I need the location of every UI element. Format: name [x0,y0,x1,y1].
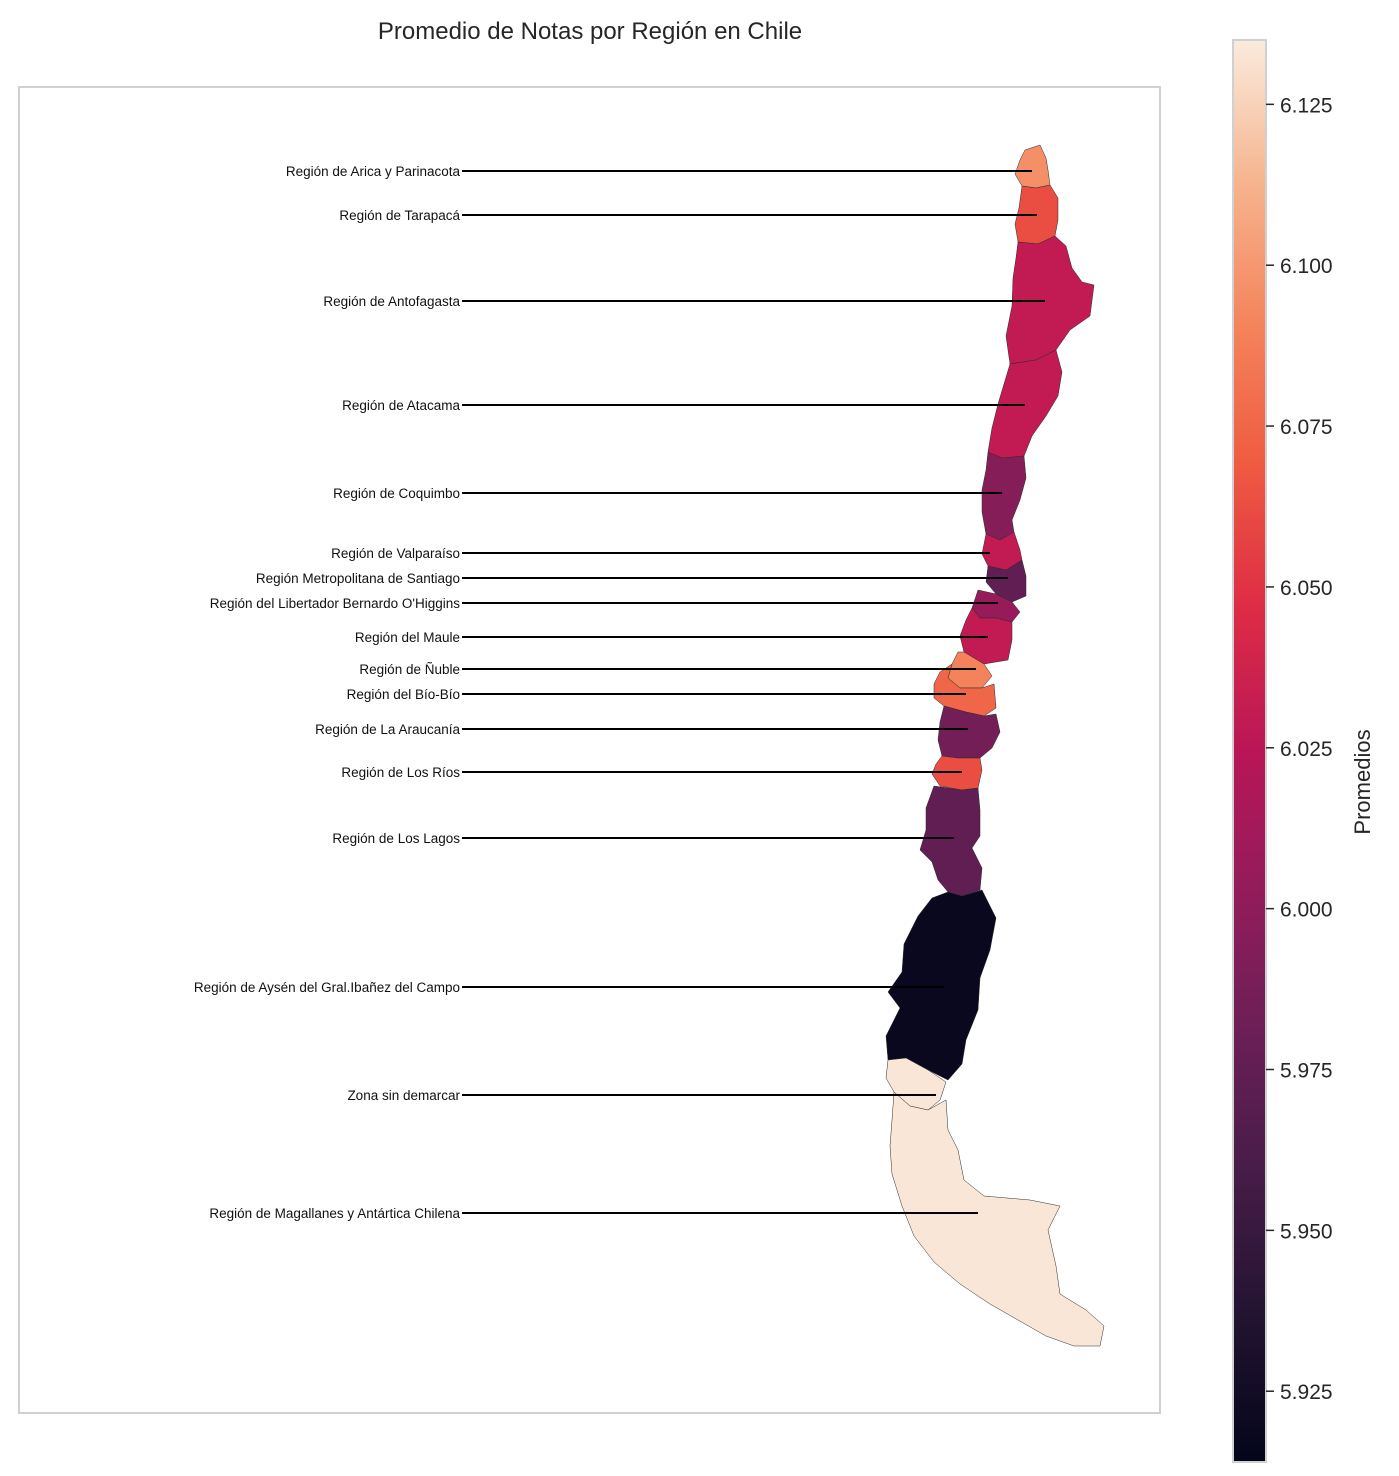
region-label-region-del-libertador-bernardo-o-higgins: Región del Libertador Bernardo O'Higgins [210,596,460,611]
colorbar-tick-label: 6.125 [1280,94,1333,117]
colorbar: 6.125 6.100 6.075 6.050 6.025 6.000 5.975 5.950… [1232,39,1375,1463]
region-label-region-de-aysen-del-gral-ibanez-del-campo: Región de Aysén del Gral.Ibañez del Camp… [194,980,460,995]
colorbar-gradient [1232,39,1267,1463]
region-shape-region-de-coquimbo [981,451,1027,541]
region-label-region-del-bio-bio: Región del Bío-Bío [347,687,460,702]
region-label-region-de-atacama: Región de Atacama [342,398,460,413]
chile-map: Región de Arica y Parinacota Región de Ta… [194,144,1105,1347]
colorbar-tick-label: 5.975 [1280,1060,1333,1083]
colorbar-tick-label: 6.000 [1280,899,1333,922]
colorbar-tick-label: 6.050 [1280,577,1333,600]
region-label-region-de-nuble: Región de Ñuble [359,662,460,677]
colorbar-tick-label: 5.925 [1280,1381,1333,1404]
region-label-region-del-maule: Región del Maule [355,630,460,645]
region-label-region-metropolitana-de-santiago: Región Metropolitana de Santiago [256,571,460,586]
colorbar-label: Promedios [1350,729,1375,834]
region-label-region-de-arica-y-parinacota: Región de Arica y Parinacota [286,164,461,179]
region-shape-region-de-arica-y-parinacota [1014,144,1051,189]
map-frame [18,86,1161,1414]
region-label-region-de-valparaiso: Región de Valparaíso [331,546,460,561]
region-label-region-de-los-rios: Región de Los Ríos [341,765,460,780]
region-label-region-de-antofagasta: Región de Antofagasta [323,294,460,309]
region-shape-region-del-bio-bio [933,663,997,717]
colorbar-tick-label: 6.100 [1280,255,1333,278]
region-shape-zona-sin-demarcar [885,1057,947,1111]
region-label-region-de-coquimbo: Región de Coquimbo [333,486,460,501]
region-shape-region-de-magallanes-y-antartica-chilena [889,1091,1105,1347]
colorbar-tick-label: 6.025 [1280,738,1333,761]
region-label-region-de-tarapaca: Región de Tarapacá [339,208,460,223]
region-label-region-de-la-araucania: Región de La Araucanía [315,722,460,737]
colorbar-tick-label: 5.950 [1280,1220,1333,1243]
region-shape-region-de-los-lagos [919,785,983,897]
region-shape-region-metropolitana-de-santiago [985,559,1027,603]
region-label-region-de-los-lagos: Región de Los Lagos [332,831,460,846]
region-shape-region-de-la-araucania [937,705,1001,759]
region-label-zona-sin-demarcar: Zona sin demarcar [347,1088,460,1103]
region-shape-region-de-aysen-del-gral-ibanez-del-campo [885,889,997,1081]
colorbar-tick-label: 6.075 [1280,416,1333,439]
map-title: Promedio de Notas por Región en Chile [377,18,803,45]
region-label-region-de-magallanes-y-antartica-chilena: Región de Magallanes y Antártica Chilena [209,1206,460,1221]
region-shape-region-de-antofagasta [1005,235,1095,365]
